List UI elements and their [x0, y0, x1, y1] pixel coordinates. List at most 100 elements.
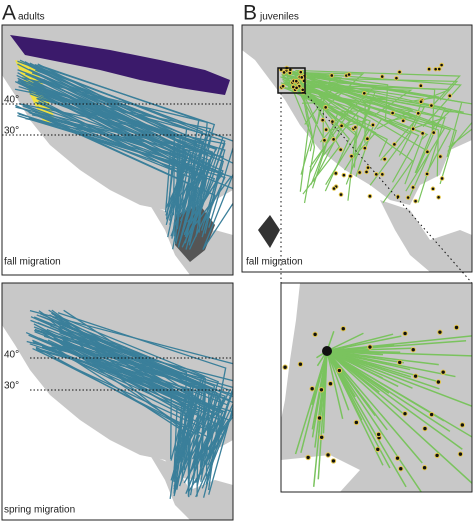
detection-site — [367, 193, 373, 199]
track — [326, 350, 384, 356]
track — [326, 350, 376, 417]
detection-site — [364, 169, 369, 175]
detection-site — [361, 90, 367, 96]
track — [290, 69, 350, 192]
track — [28, 111, 188, 225]
detection-site — [402, 410, 408, 417]
track — [297, 89, 429, 141]
track — [294, 79, 436, 134]
track — [295, 69, 461, 106]
track — [61, 323, 219, 487]
detection-site — [410, 347, 416, 353]
caption: fall migration — [246, 257, 303, 268]
track — [34, 329, 233, 489]
detection-site — [390, 110, 395, 116]
track — [19, 59, 233, 250]
detection-site — [429, 103, 434, 108]
track — [27, 63, 233, 228]
detection-site — [438, 154, 443, 159]
map-frame — [1, 24, 234, 276]
detection-site — [412, 373, 419, 379]
detection-site — [362, 145, 368, 151]
detection-site — [430, 186, 436, 192]
track — [326, 350, 404, 364]
track — [297, 72, 372, 149]
detection-site — [395, 194, 401, 199]
map-adults-fall — [2, 25, 233, 275]
track — [25, 118, 225, 231]
detection-site — [420, 131, 425, 136]
track — [326, 350, 384, 466]
detection-site — [392, 142, 397, 147]
detection-site — [375, 431, 382, 438]
detection-site — [400, 118, 406, 124]
track — [59, 342, 191, 497]
land — [380, 200, 472, 272]
track — [300, 350, 328, 453]
track — [314, 350, 328, 448]
ocean — [281, 283, 300, 420]
land — [150, 455, 233, 520]
map-juveniles-fall — [242, 25, 472, 272]
track — [283, 82, 377, 158]
detection-site — [312, 331, 318, 338]
track — [50, 312, 190, 497]
detection-site — [280, 83, 286, 89]
track — [37, 63, 184, 215]
detection-site — [433, 66, 438, 72]
detection-site — [431, 130, 436, 135]
detection-site — [435, 379, 442, 385]
track — [326, 350, 350, 411]
detection-site — [382, 156, 387, 162]
detection-site — [322, 137, 327, 143]
map-frame — [1, 282, 234, 521]
detection-site — [299, 75, 305, 80]
detection-site — [437, 329, 443, 335]
latitude-label: 40° — [4, 95, 19, 106]
track — [285, 73, 313, 175]
breeding-range — [10, 35, 230, 95]
detection-site — [336, 367, 343, 374]
track — [283, 86, 388, 157]
detection-site — [434, 452, 440, 459]
detection-site — [338, 192, 344, 197]
detection-site — [440, 369, 446, 375]
detection-site — [353, 419, 360, 426]
detection-site — [394, 455, 401, 461]
track — [295, 78, 424, 134]
map-adults-spring — [2, 283, 233, 520]
panel-letter: A — [2, 2, 16, 25]
map-frame — [280, 282, 473, 493]
detection-site — [331, 137, 336, 142]
caption: fall migration — [4, 257, 61, 268]
detection-site — [294, 85, 299, 91]
track — [28, 74, 226, 213]
track — [30, 319, 200, 481]
detection-site — [428, 411, 435, 418]
detection-site — [298, 69, 304, 75]
detection-site — [341, 172, 347, 178]
detection-site — [349, 153, 354, 159]
detection-site — [333, 171, 339, 176]
track — [300, 80, 414, 204]
track — [301, 84, 439, 177]
track — [33, 81, 204, 248]
track — [326, 350, 423, 492]
detection-site — [415, 110, 421, 116]
track — [18, 113, 233, 226]
detection-site — [424, 171, 430, 177]
track — [326, 350, 407, 488]
detection-site — [413, 198, 418, 204]
detection-site — [439, 62, 444, 68]
panel-label: juveniles — [259, 12, 299, 23]
track — [297, 70, 343, 125]
track — [326, 332, 364, 352]
track — [280, 70, 463, 158]
track — [15, 106, 216, 236]
track — [285, 69, 452, 176]
detection-site — [421, 465, 428, 471]
track — [283, 86, 366, 143]
track — [32, 339, 199, 497]
track — [38, 310, 187, 488]
